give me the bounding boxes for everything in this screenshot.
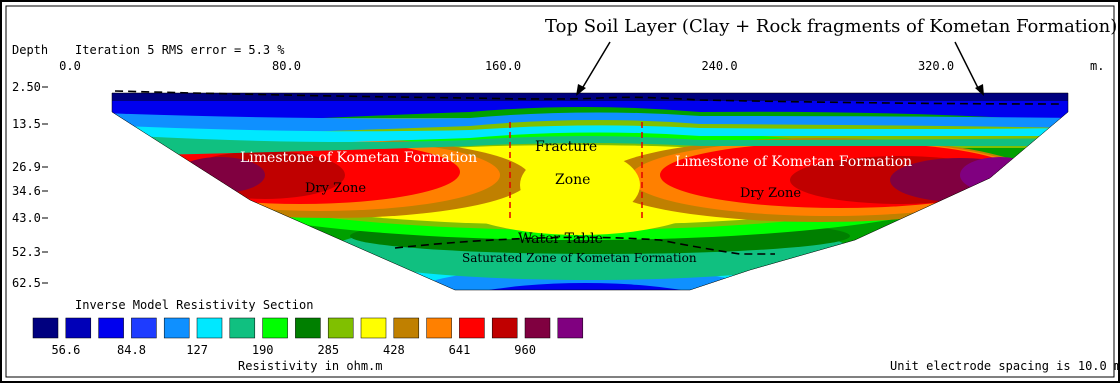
depth-tick-label: 13.5 [12,117,41,131]
legend-swatch [327,317,354,339]
x-tick-label: 320.0 [918,59,954,73]
depth-tick-label: 43.0 [12,211,41,225]
limestone-left-label: Limestone of Kometan Formation [240,150,477,166]
legend-value-label: 56.6 [51,343,80,357]
legend-units: Resistivity in ohm.m [238,359,383,373]
legend-swatch [393,317,420,339]
electrode-spacing-note: Unit electrode spacing is 10.0 m. [890,359,1120,373]
legend-swatch [131,317,157,339]
top-soil-annotation: Top Soil Layer (Clay + Rock fragments of… [545,16,1117,37]
legend-swatch [557,317,584,339]
depth-tick-label: 52.3 [12,245,41,259]
legend-swatch [65,317,92,339]
legend-value-label: 190 [252,343,274,357]
legend-swatch [163,317,190,339]
legend-value-label: 960 [514,343,536,357]
top-soil-boundary [114,90,1061,105]
dry-zone-right-label: Dry Zone [740,186,801,201]
legend-value-label: 84.8 [117,343,146,357]
section-outline [111,92,1069,291]
x-tick-label: 160.0 [485,59,521,73]
legend-swatch [295,317,321,339]
legend-swatch [262,317,288,339]
depth-tick-label: 26.9 [12,160,41,174]
arrow-left-head [576,84,586,96]
legend-value-label: 428 [383,343,405,357]
limestone-right-label: Limestone of Kometan Formation [675,154,912,170]
fracture-label: Fracture [535,139,597,155]
depth-axis: 2.50 13.5 26.9 34.6 43.0 52.3 62.5 [12,80,48,290]
legend-swatch [524,317,551,339]
fracture-zone-label: Zone [555,172,590,188]
water-table-line [394,236,775,255]
depth-tick-label: 34.6 [12,184,41,198]
x-tick-label: 80.0 [272,59,301,73]
legend-value-label: 127 [186,343,208,357]
water-table-label: Water Table [518,231,603,247]
legend-swatch [360,317,387,339]
x-tick-label: 240.0 [701,59,737,73]
legend-swatch [98,317,124,339]
legend-value-label: 285 [317,343,339,357]
legend-swatch [459,317,485,339]
legend-value-label: 641 [449,343,471,357]
x-tick-label: 0.0 [59,59,81,73]
depth-label: Depth [12,43,48,57]
legend-swatch [32,317,59,339]
units-label: m. [1090,59,1104,73]
arrow-left [579,41,611,93]
legend-swatch [426,317,452,339]
legend-swatches [32,317,584,339]
legend-swatch [196,317,223,339]
legend-title: Inverse Model Resistivity Section [75,298,313,312]
legend-swatch [491,317,518,339]
depth-tick-label: 62.5 [12,276,41,290]
arrow-right [954,41,981,93]
legend-labels: 56.6 84.8 127 190 285 428 641 960 [51,343,535,357]
inner-border [5,5,1115,378]
iteration-label: Iteration 5 RMS error = 5.3 % [75,43,285,57]
depth-tick-label: 2.50 [12,80,41,94]
legend-swatch [229,317,256,339]
dry-zone-left-label: Dry Zone [305,181,366,196]
arrow-right-head [975,84,984,96]
x-axis: 0.0 80.0 160.0 240.0 320.0 [59,59,954,73]
saturated-zone-label: Saturated Zone of Kometan Formation [462,251,697,265]
